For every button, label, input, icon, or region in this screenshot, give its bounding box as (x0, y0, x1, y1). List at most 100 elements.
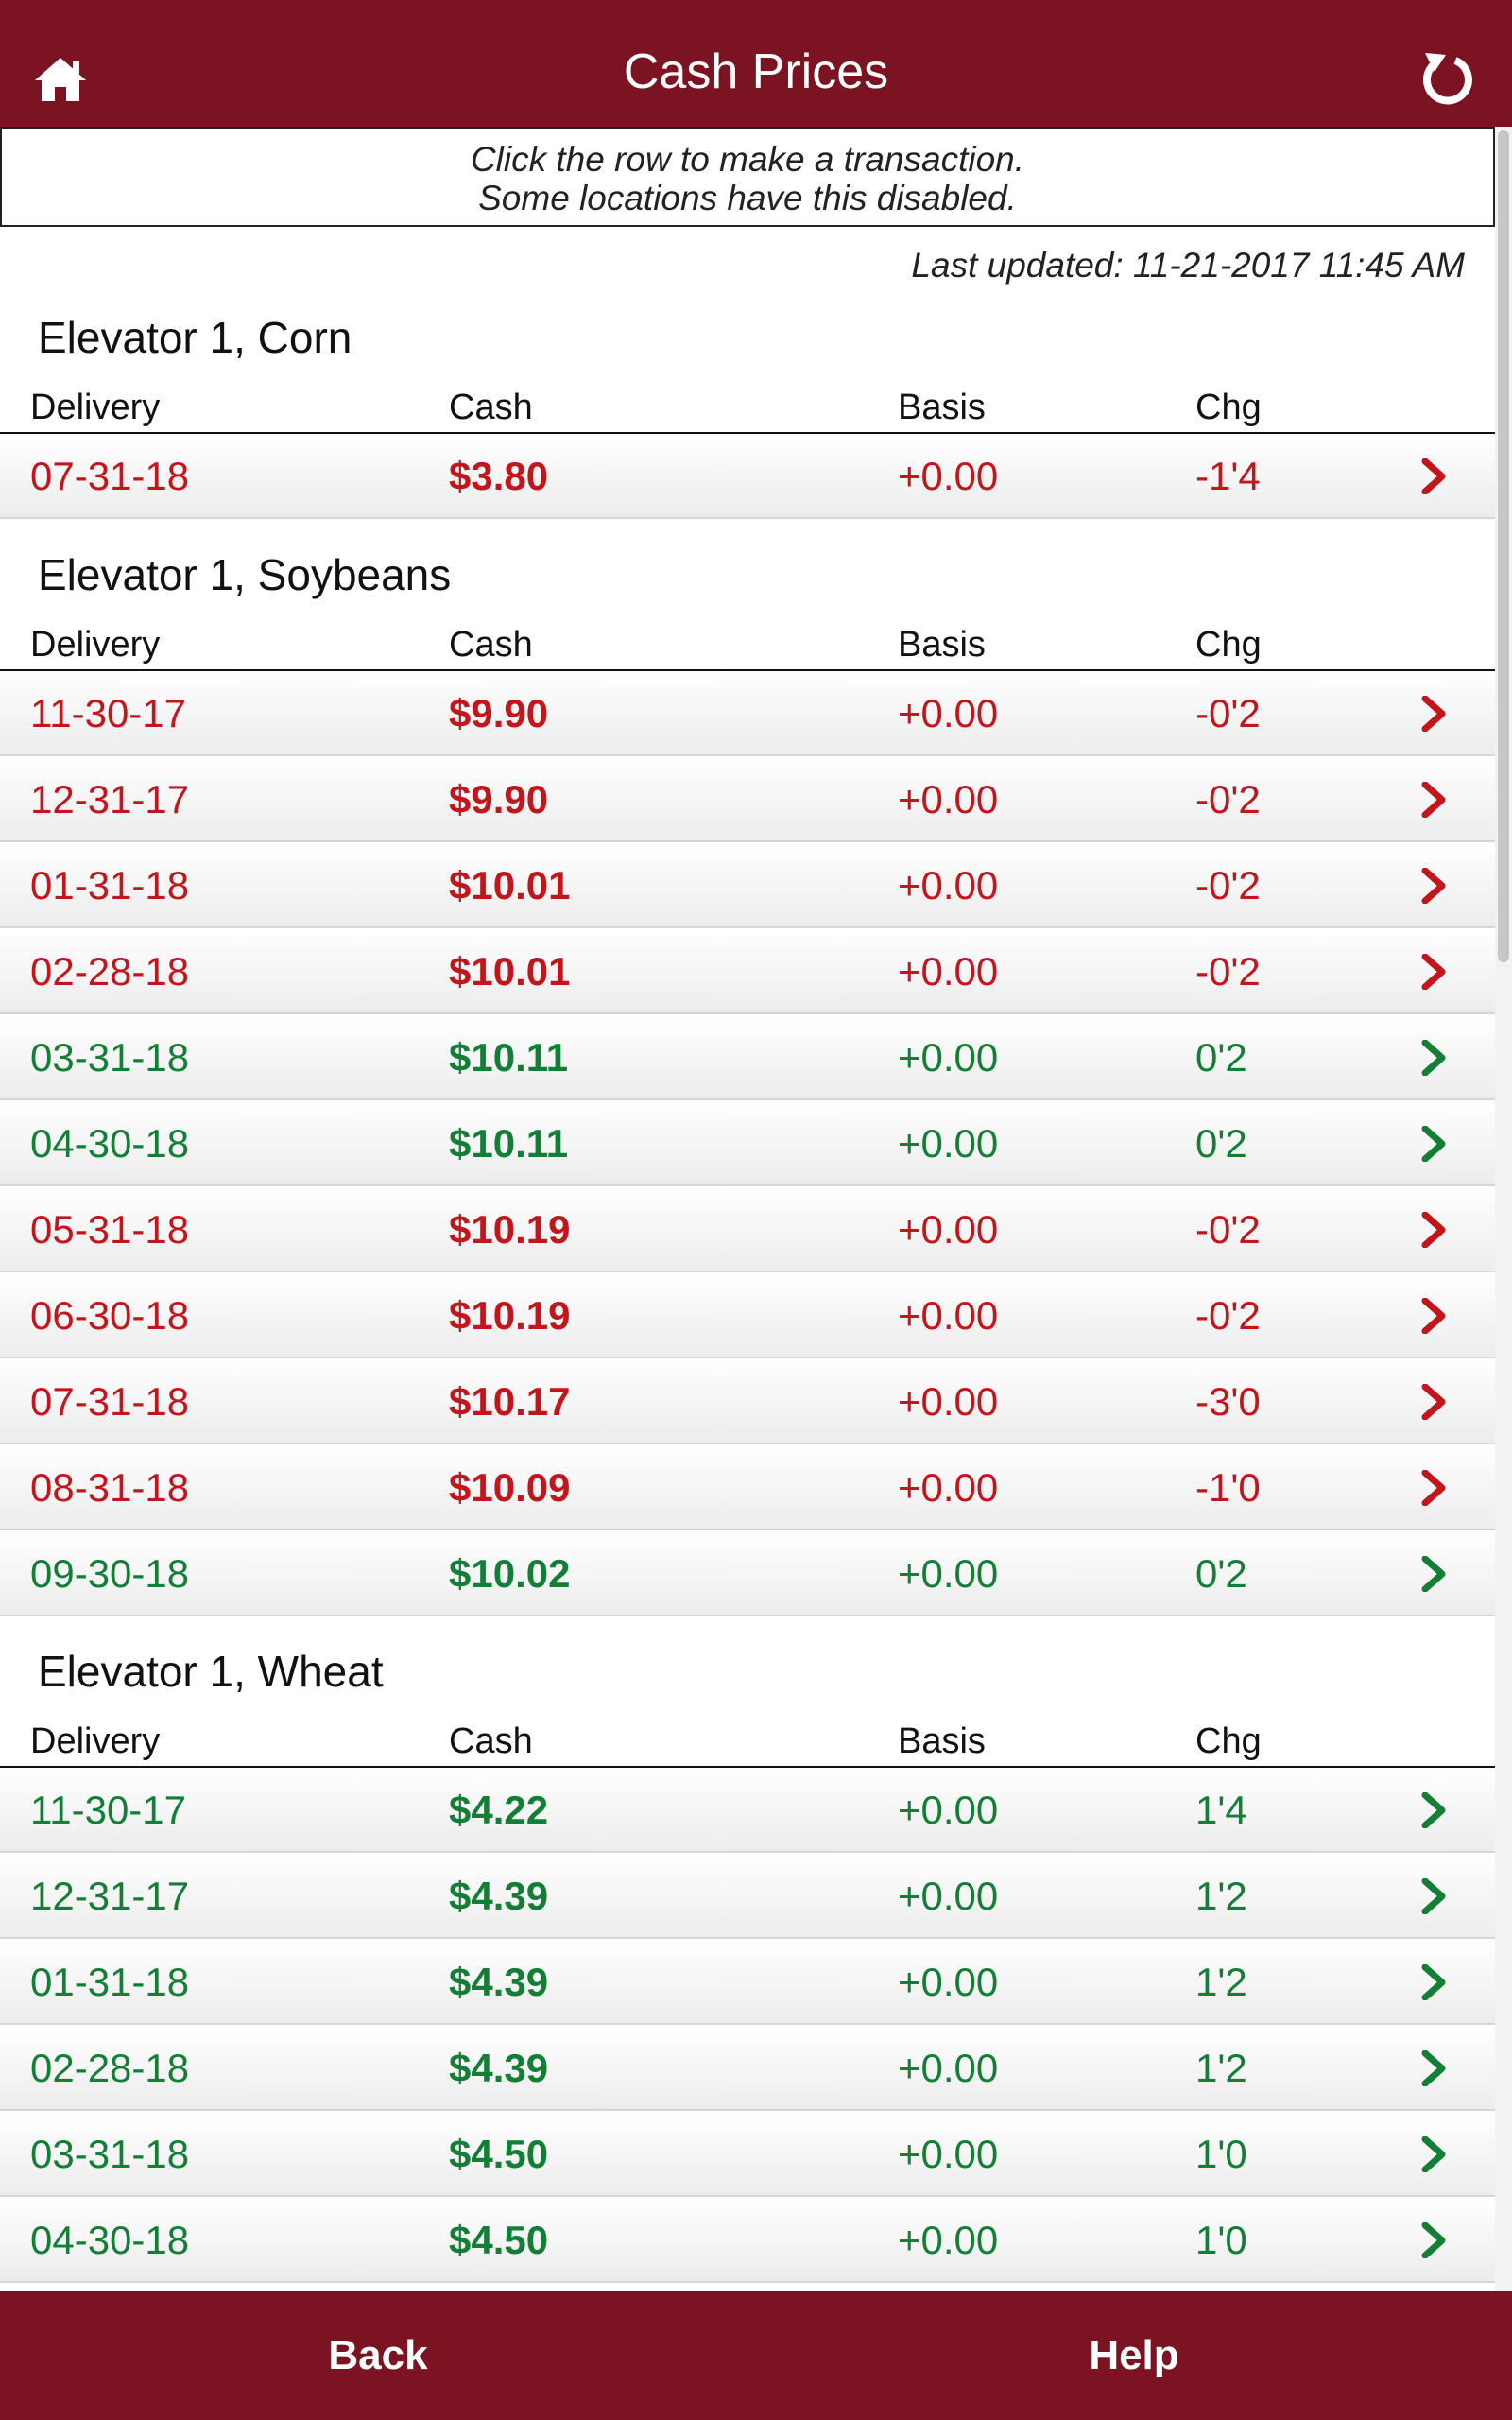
price-change: -0'2 (1195, 949, 1261, 994)
cash-price: $10.19 (449, 1293, 571, 1338)
cash-price: $4.50 (449, 2218, 549, 2262)
cash-price: $4.39 (449, 2046, 549, 2090)
notice-line-2: Some locations have this disabled. (478, 179, 1017, 217)
cash-price: $3.80 (449, 454, 549, 498)
delivery-date: 01-31-18 (30, 1960, 190, 2004)
cash-price: $10.11 (449, 1035, 569, 1080)
cash-price: $10.02 (449, 1551, 571, 1596)
app-footer: Back Help (0, 2291, 1512, 2420)
price-row[interactable]: 01-31-18 $10.01 +0.00 -0'2 (0, 843, 1495, 928)
cash-price: $10.17 (449, 1379, 571, 1424)
price-change: 0'2 (1195, 1121, 1247, 1166)
delivery-date: 11-30-17 (30, 691, 187, 735)
col-head-delivery: Delivery (30, 1721, 161, 1761)
price-change: -1'4 (1195, 454, 1261, 498)
col-head-cash: Cash (449, 625, 533, 665)
price-row[interactable]: 07-31-18 $10.17 +0.00 -3'0 (0, 1359, 1495, 1444)
refresh-button[interactable] (1418, 47, 1480, 110)
header-divider (0, 432, 1495, 434)
price-change: -0'2 (1195, 777, 1261, 821)
chevron-right-icon (1421, 1126, 1446, 1162)
delivery-date: 01-31-18 (30, 863, 190, 908)
basis-value: +0.00 (898, 691, 999, 735)
chevron-right-icon (1421, 1878, 1446, 1914)
app-header: Cash Prices (0, 0, 1512, 127)
price-row[interactable]: 02-28-18 $10.01 +0.00 -0'2 (0, 929, 1495, 1014)
chevron-right-icon (1421, 1964, 1446, 2000)
price-row[interactable]: 01-31-18 $4.39 +0.00 1'2 (0, 1940, 1495, 2025)
price-row[interactable]: 04-30-18 $10.11 +0.00 0'2 (0, 1101, 1495, 1186)
back-button[interactable]: Back (328, 2332, 428, 2378)
col-head-delivery: Delivery (30, 388, 161, 427)
basis-value: +0.00 (898, 454, 999, 498)
transaction-notice: Click the row to make a transaction. Som… (0, 127, 1495, 227)
refresh-icon (1422, 53, 1472, 105)
chevron-right-icon (1421, 1040, 1446, 1076)
price-row[interactable]: 11-30-17 $9.90 +0.00 -0'2 (0, 671, 1495, 756)
delivery-date: 02-28-18 (30, 949, 190, 994)
price-change: -0'2 (1195, 691, 1261, 735)
chevron-right-icon (1421, 954, 1446, 990)
chevron-right-icon (1421, 1556, 1446, 1592)
price-row[interactable]: 03-31-18 $10.11 +0.00 0'2 (0, 1015, 1495, 1100)
price-change: 0'2 (1195, 1551, 1247, 1596)
chevron-right-icon (1421, 696, 1446, 732)
price-row[interactable]: 12-31-17 $4.39 +0.00 1'2 (0, 1854, 1495, 1939)
basis-value: +0.00 (898, 2132, 999, 2176)
basis-value: +0.00 (898, 1293, 999, 1338)
section-title: Elevator 1, Soybeans (38, 550, 452, 599)
chevron-right-icon (1421, 868, 1446, 904)
chevron-right-icon (1421, 458, 1446, 494)
chevron-right-icon (1421, 1792, 1446, 1828)
price-row[interactable]: 06-30-18 $10.19 +0.00 -0'2 (0, 1273, 1495, 1358)
price-change: 1'2 (1195, 1874, 1247, 1918)
price-row[interactable]: 05-31-18 $10.19 +0.00 -0'2 (0, 1187, 1495, 1272)
chevron-right-icon (1421, 1384, 1446, 1420)
cash-price: $4.22 (449, 1788, 549, 1832)
price-row[interactable]: 07-31-18 $3.80 +0.00 -1'4 (0, 434, 1495, 519)
basis-value: +0.00 (898, 2046, 999, 2090)
delivery-date: 11-30-17 (30, 1788, 187, 1832)
delivery-date: 06-30-18 (30, 1293, 190, 1338)
basis-value: +0.00 (898, 2218, 999, 2262)
section-title: Elevator 1, Corn (38, 313, 352, 362)
price-row[interactable]: 04-30-18 $4.50 +0.00 1'0 (0, 2198, 1495, 2283)
basis-value: +0.00 (898, 1960, 999, 2004)
cash-price: $10.01 (449, 863, 571, 908)
col-head-basis: Basis (898, 625, 986, 665)
cash-price: $10.01 (449, 949, 571, 994)
price-row[interactable]: 03-31-18 $4.50 +0.00 1'0 (0, 2112, 1495, 2197)
price-change: -1'0 (1195, 1465, 1261, 1510)
help-button[interactable]: Help (1089, 2332, 1179, 2378)
home-button[interactable] (32, 55, 89, 104)
basis-value: +0.00 (898, 1465, 999, 1510)
delivery-date: 02-28-18 (30, 2046, 190, 2090)
cash-price: $4.39 (449, 1960, 549, 2004)
col-head-delivery: Delivery (30, 625, 161, 665)
price-change: 1'2 (1195, 2046, 1247, 2090)
header-divider (0, 669, 1495, 671)
last-updated: Last updated: 11-21-2017 11:45 AM (911, 246, 1465, 285)
chevron-right-icon (1421, 1212, 1446, 1248)
delivery-date: 12-31-17 (30, 777, 190, 821)
price-row[interactable]: 12-31-17 $9.90 +0.00 -0'2 (0, 757, 1495, 842)
delivery-date: 12-31-17 (30, 1874, 190, 1918)
chevron-right-icon (1421, 2050, 1446, 2086)
price-list[interactable]: Last updated: 11-21-2017 11:45 AM Elevat… (0, 227, 1495, 2291)
chevron-right-icon (1421, 782, 1446, 818)
cash-price: $10.09 (449, 1465, 571, 1510)
price-row[interactable]: 11-30-17 $4.22 +0.00 1'4 (0, 1768, 1495, 1853)
cash-price: $4.50 (449, 2132, 549, 2176)
basis-value: +0.00 (898, 1874, 999, 1918)
scrollbar-thumb[interactable] (1498, 130, 1509, 962)
basis-value: +0.00 (898, 1207, 999, 1252)
price-change: -3'0 (1195, 1379, 1261, 1424)
price-row[interactable]: 09-30-18 $10.02 +0.00 0'2 (0, 1531, 1495, 1616)
price-row[interactable]: 08-31-18 $10.09 +0.00 -1'0 (0, 1445, 1495, 1530)
col-head-chg: Chg (1195, 388, 1262, 427)
delivery-date: 08-31-18 (30, 1465, 190, 1510)
price-row[interactable]: 02-28-18 $4.39 +0.00 1'2 (0, 2026, 1495, 2111)
col-head-chg: Chg (1195, 1721, 1262, 1761)
basis-value: +0.00 (898, 863, 999, 908)
chevron-right-icon (1421, 2136, 1446, 2172)
